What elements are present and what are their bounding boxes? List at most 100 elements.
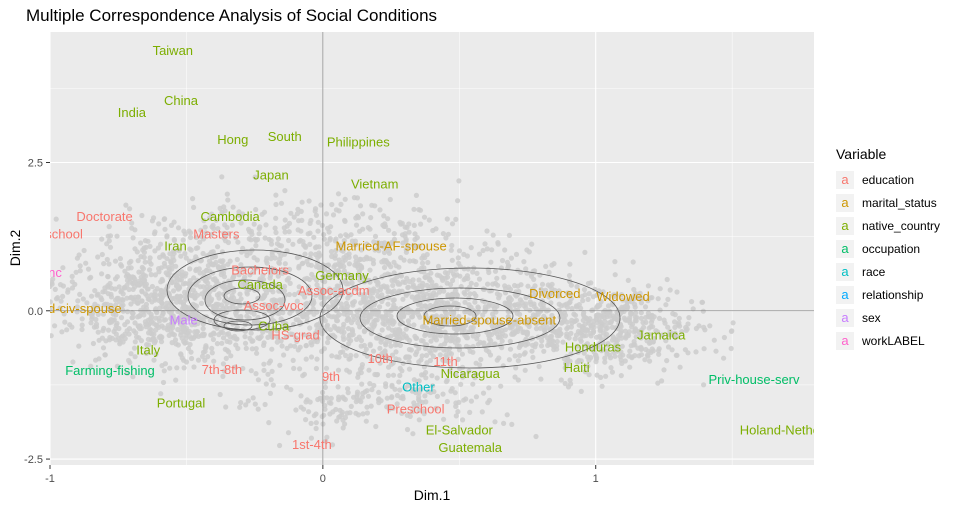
individual-point <box>207 215 213 221</box>
individual-point <box>642 304 649 310</box>
individual-point <box>108 294 114 300</box>
individual-point <box>409 314 416 320</box>
individual-point <box>683 327 689 333</box>
contour-left-4 <box>213 309 271 331</box>
individual-point <box>261 292 267 298</box>
individual-point <box>574 284 580 290</box>
individual-point <box>342 414 348 421</box>
individual-point <box>436 328 442 335</box>
individual-point <box>491 326 497 332</box>
individual-point <box>279 270 285 276</box>
individual-point <box>405 243 411 249</box>
individual-point <box>486 301 492 307</box>
individual-point <box>379 240 385 246</box>
individual-point <box>381 213 387 219</box>
individual-point <box>326 229 332 235</box>
individual-point <box>173 263 179 269</box>
individual-point <box>455 255 461 261</box>
individual-point <box>270 382 276 388</box>
individual-point <box>556 292 562 298</box>
individual-point <box>419 260 426 266</box>
individual-point <box>251 221 257 227</box>
individual-point <box>200 250 206 257</box>
individual-point <box>148 311 154 317</box>
contour-left-6 <box>223 320 253 332</box>
individual-point <box>105 284 111 290</box>
individual-point <box>226 278 232 284</box>
individual-point <box>386 250 392 256</box>
individual-point <box>295 317 301 323</box>
individual-point <box>357 228 363 234</box>
individual-point <box>170 331 176 337</box>
individual-point <box>638 352 645 358</box>
individual-point <box>376 248 382 254</box>
individual-point <box>329 201 335 208</box>
individual-point <box>60 293 66 299</box>
category-label: Married-AF-spouse <box>335 239 446 254</box>
individual-point <box>338 301 344 307</box>
individual-point <box>296 265 302 271</box>
individual-point <box>87 310 93 317</box>
individual-point <box>287 310 293 316</box>
individual-point <box>455 356 461 362</box>
individual-point <box>598 299 604 305</box>
individual-point <box>537 317 544 323</box>
category-label: Portugal <box>157 396 206 411</box>
individual-point <box>730 320 736 326</box>
individual-point <box>102 352 108 358</box>
individual-point <box>161 368 167 374</box>
individual-point <box>353 410 359 416</box>
individual-point <box>313 292 319 298</box>
individual-point <box>386 227 392 233</box>
individual-point <box>182 250 188 257</box>
individual-point <box>328 395 334 401</box>
individual-point <box>500 363 506 369</box>
individual-point <box>126 286 132 293</box>
individual-point <box>112 286 118 292</box>
individual-point <box>281 225 287 231</box>
individual-point <box>371 382 377 389</box>
individual-point <box>234 308 240 314</box>
individual-point <box>313 322 320 328</box>
individual-point <box>696 323 702 329</box>
individual-point <box>267 390 273 396</box>
individual-point <box>171 219 177 225</box>
individual-point <box>456 260 462 266</box>
legend-item: a relationship <box>836 283 940 306</box>
individual-point <box>394 342 400 348</box>
individual-point <box>52 286 58 292</box>
individual-point <box>302 251 308 257</box>
individual-point <box>296 290 302 296</box>
individual-point <box>249 346 255 352</box>
legend-item: a race <box>836 260 940 283</box>
individual-point <box>564 331 570 337</box>
individual-point <box>568 381 574 387</box>
category-label: Vietnam <box>351 176 398 191</box>
individual-point <box>313 411 319 417</box>
individual-point <box>462 291 468 297</box>
individual-point <box>211 358 217 364</box>
individual-point <box>387 196 393 203</box>
individual-point <box>355 374 361 380</box>
individual-point <box>423 315 429 321</box>
individual-point <box>260 272 266 278</box>
individual-point <box>453 266 459 272</box>
category-label: El-Salvador <box>426 422 494 437</box>
individual-point <box>434 393 440 399</box>
individual-point <box>263 222 269 228</box>
individual-point <box>430 383 436 389</box>
legend-item: a occupation <box>836 237 940 260</box>
individual-point <box>668 332 675 338</box>
individual-point <box>629 324 635 330</box>
individual-point <box>50 283 53 290</box>
individual-point <box>255 295 261 301</box>
individual-point <box>530 354 536 360</box>
individual-point <box>269 333 275 339</box>
individual-point <box>663 302 669 308</box>
individual-point <box>522 318 529 324</box>
category-label: Doctorate <box>76 209 132 224</box>
individual-point <box>377 360 383 366</box>
individual-point <box>141 277 147 283</box>
individual-point <box>443 235 449 241</box>
individual-point <box>216 291 222 297</box>
